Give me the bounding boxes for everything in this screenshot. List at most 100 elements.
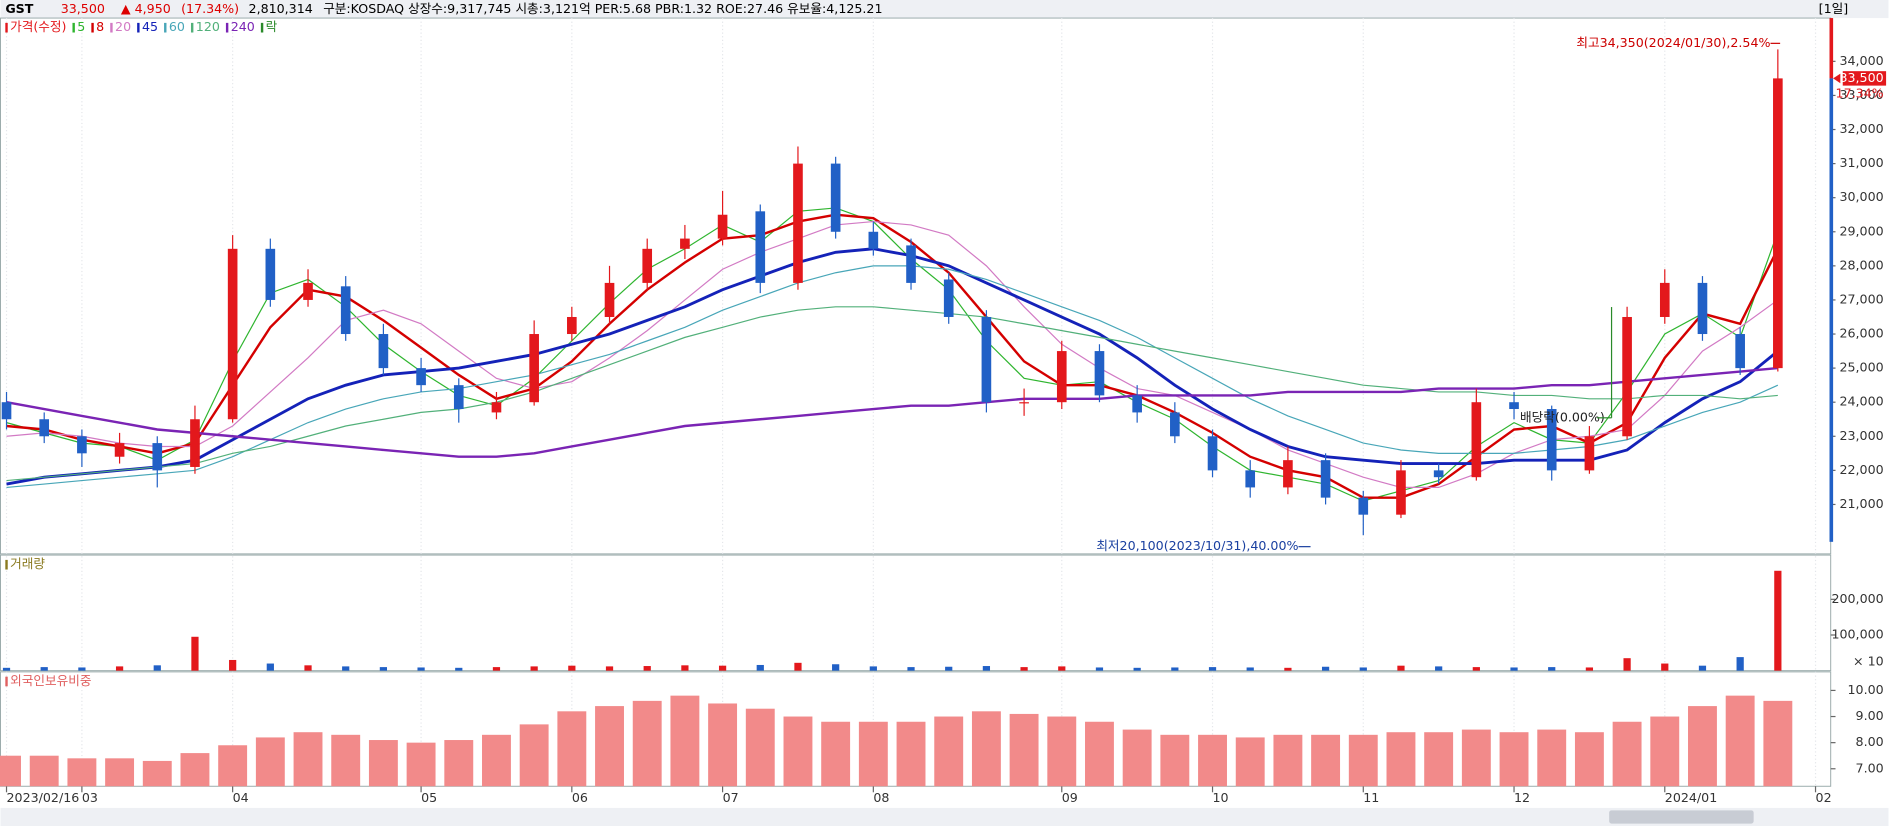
bar	[1736, 657, 1744, 671]
legend-price: 가격(수정)	[10, 19, 66, 34]
x-tick-label: 2023/02/16	[7, 790, 80, 805]
candle-body	[680, 238, 690, 249]
candle-body	[1132, 395, 1142, 413]
bar	[1359, 667, 1367, 671]
bar	[1133, 667, 1141, 671]
bar	[605, 666, 614, 671]
bar	[934, 716, 964, 787]
moving-average	[6, 306, 1778, 482]
bar	[1585, 667, 1594, 671]
candle-body	[717, 214, 728, 239]
candle-body	[1509, 402, 1519, 410]
candle-body	[1773, 78, 1783, 369]
x-tick-label: 2024/01	[1665, 790, 1717, 805]
legend-swatch	[190, 22, 194, 33]
legend-entry: 240	[231, 19, 255, 34]
y-tick-label: 25,000	[1839, 360, 1883, 375]
legend-swatch	[110, 22, 113, 33]
candle-body	[943, 279, 954, 317]
bar	[1198, 734, 1227, 787]
bar	[708, 703, 738, 787]
bar	[907, 667, 915, 671]
bar	[482, 734, 511, 787]
x-tick-label: 12	[1514, 790, 1530, 805]
candle-body	[340, 286, 351, 335]
price-range-bar	[1829, 78, 1834, 542]
bar	[632, 700, 662, 787]
bar	[0, 755, 21, 787]
bar	[1774, 570, 1782, 671]
bar	[1020, 667, 1028, 671]
bar	[670, 695, 700, 787]
x-tick-label: 05	[421, 790, 437, 805]
bar	[1047, 716, 1077, 787]
candle-body	[1433, 470, 1444, 478]
y-tick-label: 27,000	[1839, 291, 1883, 306]
y-tick-label: 22,000	[1839, 462, 1883, 477]
y-tick-label: 26,000	[1839, 326, 1883, 341]
bar	[2, 667, 11, 671]
candle-body	[416, 368, 426, 386]
bar	[1435, 666, 1443, 671]
legend-entry: 8	[96, 19, 104, 34]
candle-body	[152, 443, 163, 471]
bar	[1725, 695, 1755, 787]
x-tick-label: 08	[873, 790, 889, 805]
y-tick-label: 32,000	[1839, 121, 1883, 136]
candle-body	[1396, 470, 1406, 515]
bar	[1386, 732, 1416, 787]
stock-change: ▲ 4,950	[121, 1, 171, 16]
candle-body	[1358, 497, 1369, 515]
bar	[1650, 716, 1680, 787]
legend-swatch	[5, 676, 8, 687]
bar	[229, 659, 237, 671]
bar	[331, 734, 361, 787]
bar	[1235, 737, 1265, 787]
moving-average	[6, 265, 1779, 489]
bar	[718, 665, 727, 671]
period-button[interactable]: [1일]	[1819, 1, 1849, 16]
bar	[1397, 665, 1405, 671]
bar	[29, 755, 59, 787]
bar	[142, 760, 172, 787]
bar	[1499, 732, 1529, 787]
bar	[1058, 666, 1066, 671]
annotation-low: 최저20,100(2023/10/31),40.00%	[1096, 538, 1298, 553]
bar	[180, 753, 210, 787]
candle-body	[1697, 282, 1708, 335]
bar	[1472, 667, 1480, 671]
bar	[105, 758, 135, 787]
candle-body	[1207, 436, 1218, 471]
bar	[821, 721, 851, 787]
legend-swatch	[137, 22, 140, 33]
candle-body	[830, 163, 841, 232]
candle-body	[1546, 409, 1557, 471]
bar	[1208, 667, 1217, 671]
bar	[982, 666, 991, 671]
panel-title: 외국인보유비중	[10, 673, 91, 688]
bar	[1574, 732, 1604, 787]
bar	[1424, 732, 1454, 787]
candle-body	[303, 282, 313, 300]
bar	[745, 708, 775, 787]
scrollbar[interactable]	[0, 807, 1889, 826]
bar	[643, 666, 651, 671]
candle-body	[1094, 351, 1105, 396]
bar	[1612, 721, 1642, 787]
annotation-high: 최고34,350(2024/01/30),2.54%	[1576, 35, 1770, 50]
bar	[568, 665, 576, 671]
y-tick-label: 29,000	[1839, 223, 1883, 238]
y-tick-label: 21,000	[1839, 496, 1883, 511]
candle-body	[114, 443, 125, 457]
bar	[1095, 667, 1104, 671]
volume-panel	[0, 554, 1832, 672]
bar	[1537, 729, 1567, 787]
scroll-thumb[interactable]	[1609, 810, 1754, 824]
bar	[115, 666, 124, 671]
bar	[530, 666, 538, 671]
bar	[1461, 729, 1491, 787]
stock-info: 구분:KOSDAQ 상장수:9,317,745 시총:3,121억 PER:5.…	[323, 1, 882, 16]
candle-body	[868, 231, 879, 249]
